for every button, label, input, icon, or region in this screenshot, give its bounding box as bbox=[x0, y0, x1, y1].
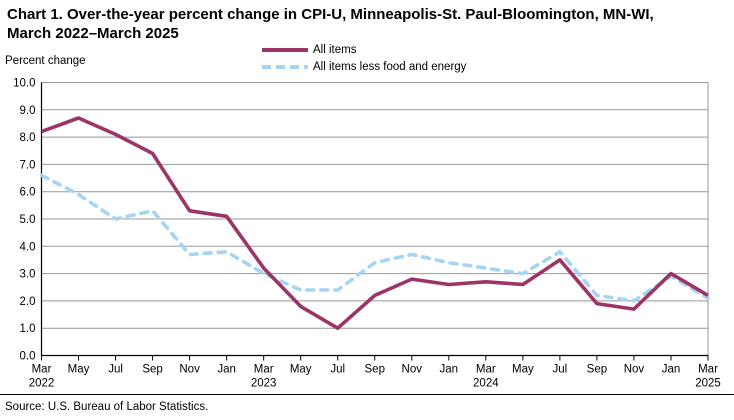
x-axis-month-label: May bbox=[68, 364, 90, 376]
x-axis-month-label: Nov bbox=[402, 364, 423, 376]
legend-label-core: All items less food and energy bbox=[313, 60, 467, 73]
y-axis-tick-label: 5.0 bbox=[20, 214, 36, 226]
x-axis-month-label: Jul bbox=[108, 364, 123, 376]
x-axis-month-label: Jan bbox=[662, 364, 681, 376]
x-axis-year-label: 2025 bbox=[695, 378, 721, 390]
x-axis-month-label: May bbox=[290, 364, 312, 376]
x-axis-month-label: Jan bbox=[217, 364, 236, 376]
x-axis-month-label: Jul bbox=[553, 364, 568, 376]
y-axis-tick-label: 7.0 bbox=[20, 159, 36, 171]
x-axis-month-label: Mar bbox=[254, 364, 274, 376]
legend-item-all-items: All items bbox=[262, 41, 466, 58]
all-items-line-swatch bbox=[262, 47, 308, 52]
x-axis-month-label: Nov bbox=[179, 364, 200, 376]
footer-divider bbox=[0, 394, 734, 395]
x-axis-month-label: Nov bbox=[624, 364, 645, 376]
all-items-line bbox=[40, 116, 709, 331]
x-axis-year-label: 2022 bbox=[29, 378, 55, 390]
chart-title-line-1: Chart 1. Over-the-year percent change in… bbox=[7, 6, 654, 23]
x-axis-month-label: Sep bbox=[365, 364, 385, 376]
x-axis-month-label: Mar bbox=[32, 364, 52, 376]
core-line-swatch bbox=[262, 64, 308, 69]
y-axis-tick-label: 4.0 bbox=[20, 241, 36, 253]
all-items-less-food-and-energy-line bbox=[39, 173, 710, 303]
x-axis-month-label: Jul bbox=[330, 364, 345, 376]
x-axis-year-label: 2024 bbox=[473, 378, 499, 390]
chart-title: Chart 1. Over-the-year percent change in… bbox=[7, 5, 731, 43]
legend: All items All items less food and energy bbox=[262, 41, 466, 75]
x-axis-year-label: 2023 bbox=[251, 378, 277, 390]
x-axis-month-label: Jan bbox=[440, 364, 459, 376]
x-axis-month-label: Mar bbox=[698, 364, 718, 376]
y-axis-tick-label: 3.0 bbox=[20, 269, 36, 281]
y-axis-tick-label: 6.0 bbox=[20, 187, 36, 199]
y-axis-tick-label: 1.0 bbox=[20, 323, 36, 335]
x-axis-month-label: Mar bbox=[476, 364, 496, 376]
x-axis-month-label: Sep bbox=[587, 364, 607, 376]
y-axis-tick-label: 2.0 bbox=[20, 296, 36, 308]
source-text: Source: U.S. Bureau of Labor Statistics. bbox=[5, 401, 209, 413]
y-axis-tick-label: 10.0 bbox=[13, 78, 35, 90]
chart-title-line-2: March 2022–March 2025 bbox=[7, 25, 179, 42]
x-axis-month-label: May bbox=[512, 364, 534, 376]
y-axis-unit-label: Percent change bbox=[5, 55, 86, 67]
x-axis-month-label: Sep bbox=[142, 364, 162, 376]
legend-label-all-items: All items bbox=[313, 43, 357, 56]
y-axis-tick-label: 9.0 bbox=[20, 105, 36, 117]
y-axis-tick-label: 0.0 bbox=[20, 351, 36, 363]
y-axis-tick-label: 8.0 bbox=[20, 132, 36, 144]
legend-item-core: All items less food and energy bbox=[262, 58, 466, 75]
